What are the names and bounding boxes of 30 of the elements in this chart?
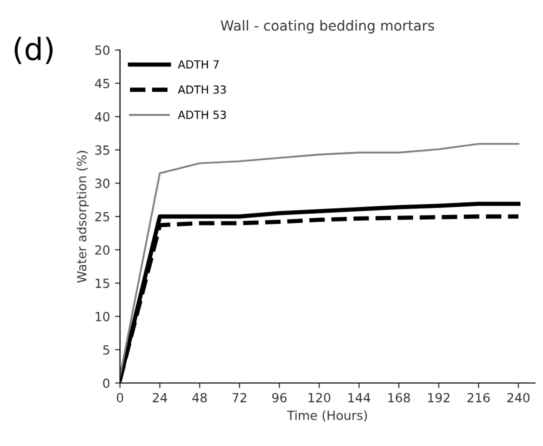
x-axis-title: Time (Hours) [286, 410, 367, 422]
y-tick-label: 25 [95, 212, 110, 222]
x-tick-label: 48 [192, 392, 207, 402]
legend-label: ADTH 7 [178, 60, 219, 68]
x-tick-label: 216 [468, 392, 490, 402]
x-tick-label: 24 [152, 392, 168, 402]
y-tick-label: 15 [96, 278, 110, 288]
y-tick-label: 50 [95, 45, 110, 55]
y-tick-label: 30 [95, 178, 110, 188]
y-tick-label: 45 [94, 78, 110, 88]
x-tick-label: 0 [116, 392, 124, 402]
x-tick-label: 168 [388, 392, 410, 402]
y-tick-label: 20 [95, 245, 110, 255]
y-tick-label: 5 [103, 345, 110, 355]
y-tick-label: 40 [94, 112, 110, 122]
y-tick-label: 0 [103, 378, 110, 388]
legend-label: ADTH 33 [178, 85, 226, 94]
x-tick-label: 120 [308, 392, 330, 402]
x-tick-label: 240 [507, 392, 530, 402]
x-tick-label: 192 [428, 392, 450, 402]
x-tick-label: 72 [232, 392, 246, 402]
text: (d) [14, 36, 53, 64]
x-tick-label: 144 [348, 393, 370, 402]
y-axis-title: Water adsorption (%) [76, 150, 89, 283]
y-tick-label: 35 [95, 145, 110, 155]
legend-label: ADTH 53 [178, 110, 226, 119]
x-tick-label: 96 [272, 392, 287, 402]
line-series [120, 143, 520, 378]
y-tick-label: 10 [96, 312, 110, 322]
chart-title: Wall - coating bedding mortars [220, 20, 434, 34]
